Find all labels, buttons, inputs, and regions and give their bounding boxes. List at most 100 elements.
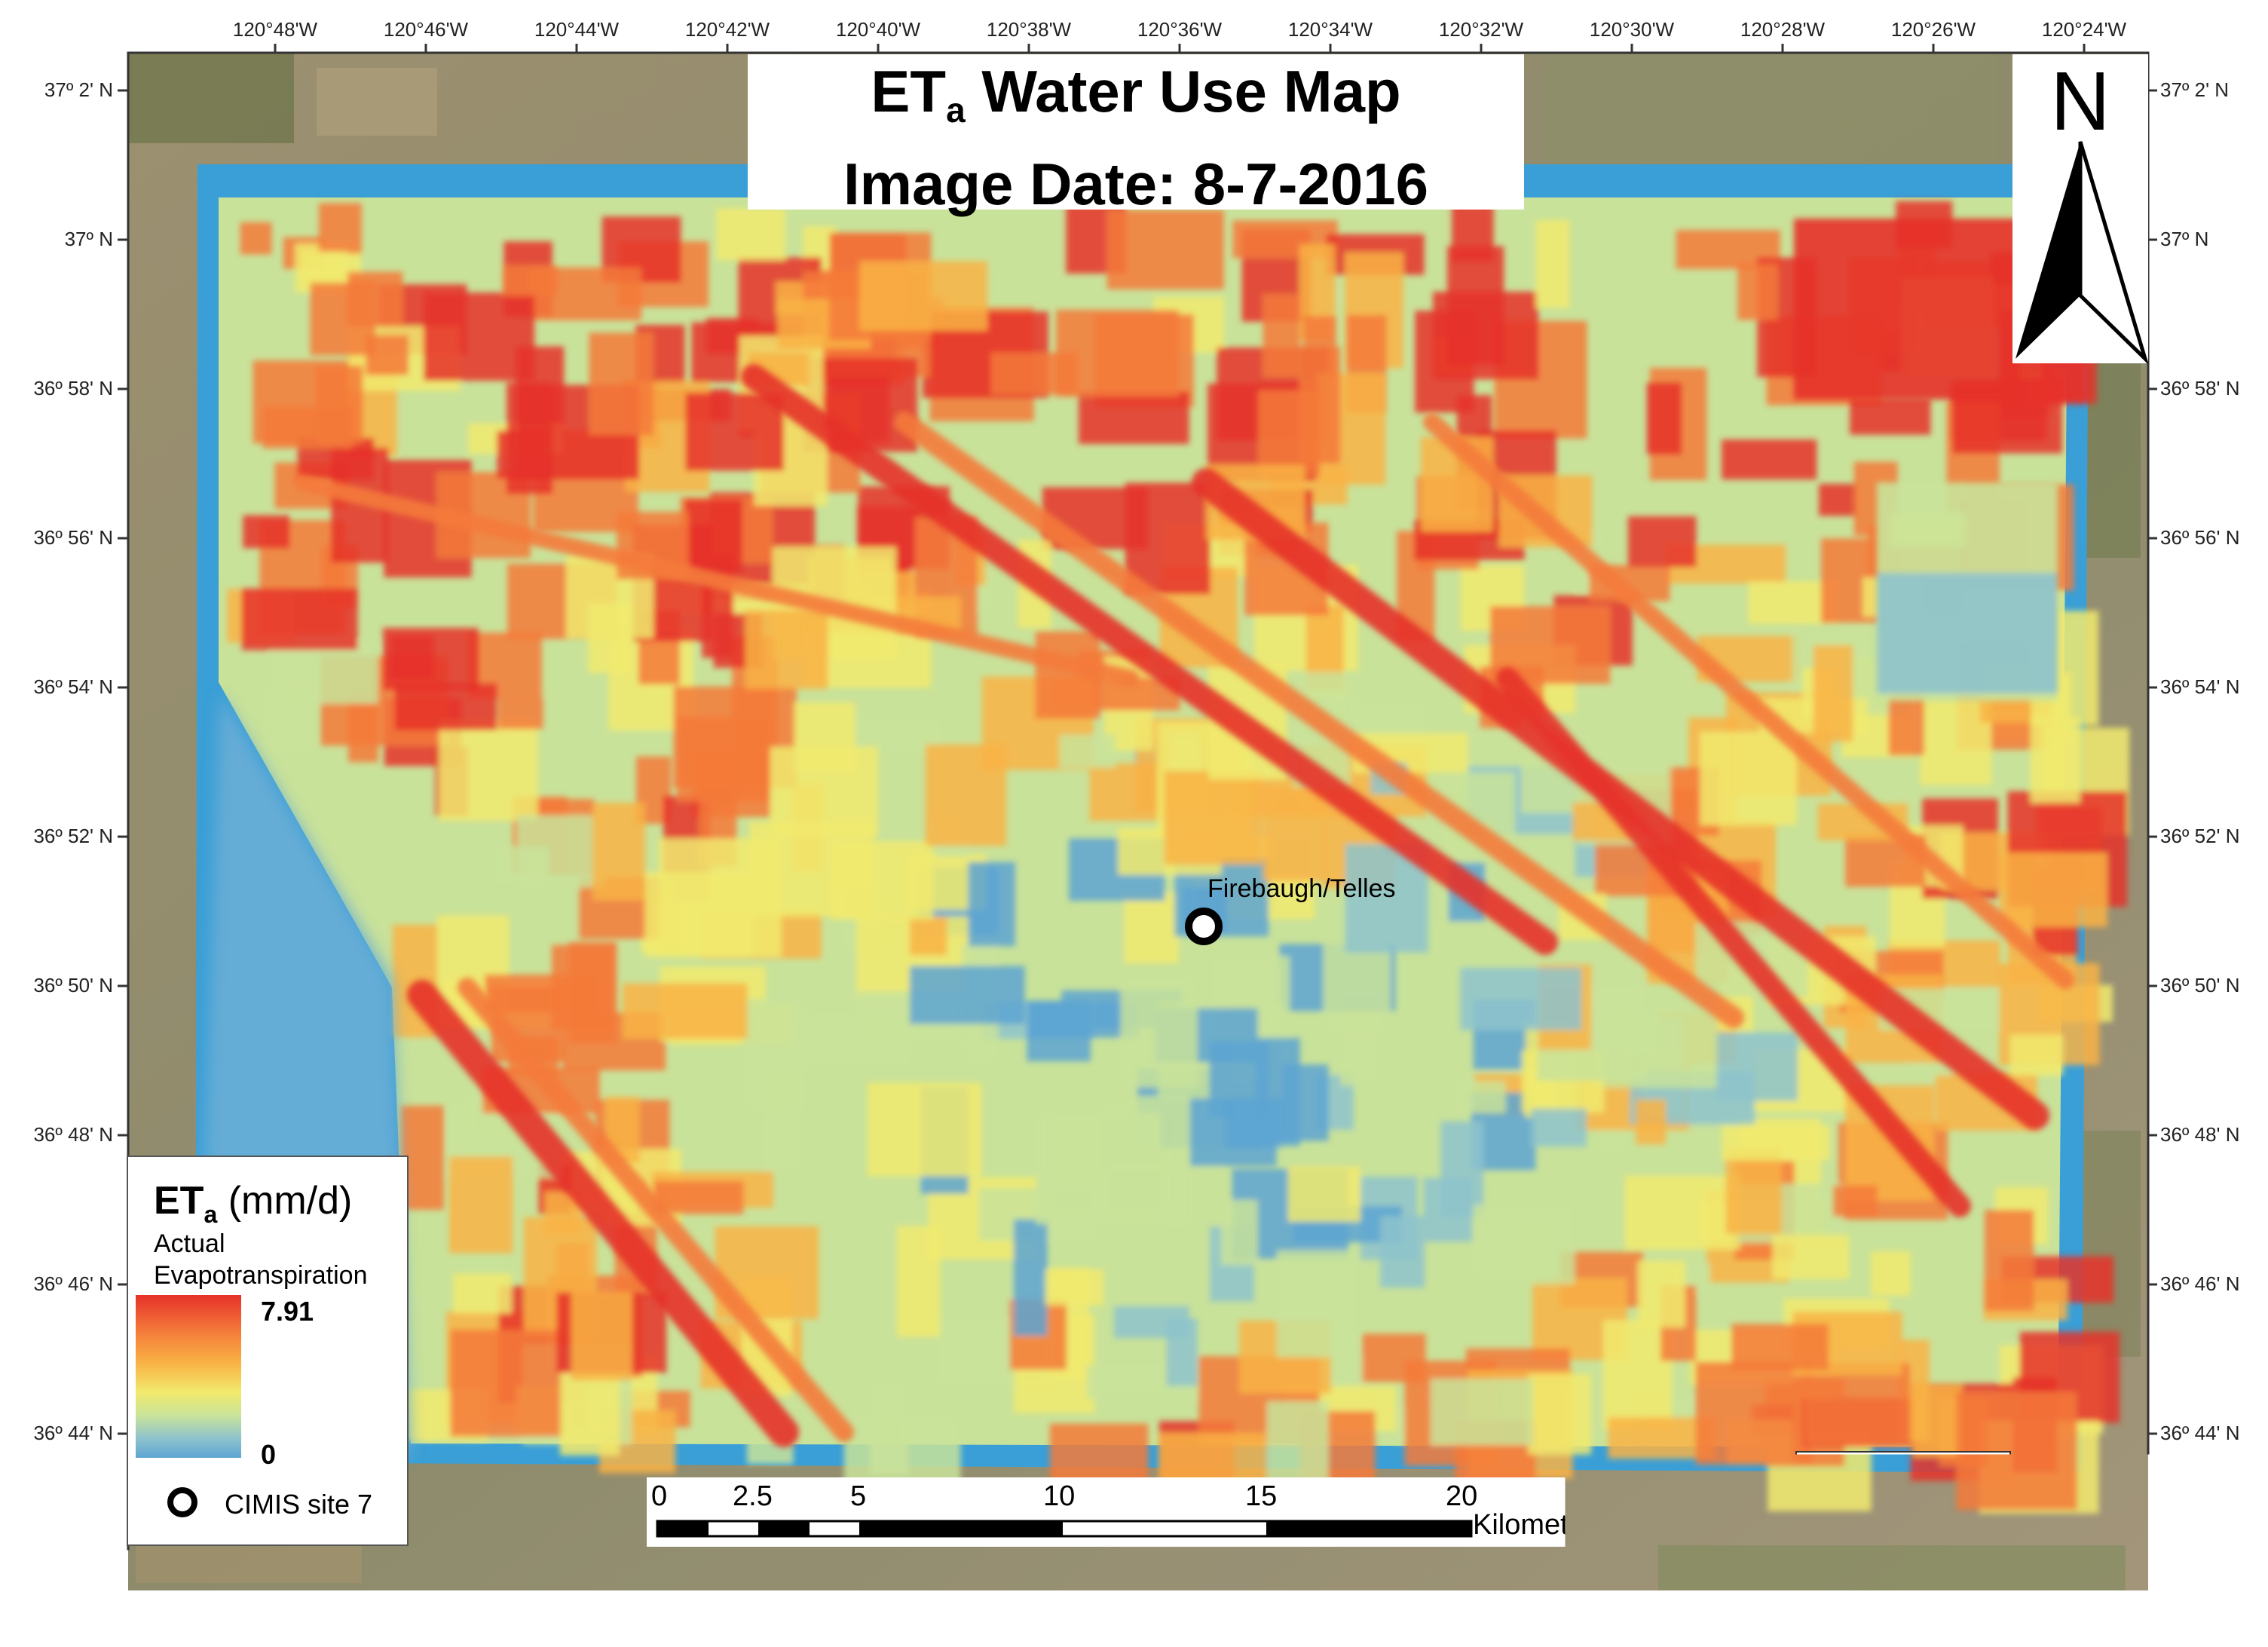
et-field-patch [1423, 1177, 1472, 1241]
et-field-patch [1725, 1148, 1781, 1234]
north-arrow: N [2012, 54, 2148, 363]
tick-label-bottom: 120°34'W [1288, 1610, 1373, 1633]
et-field-patch [1258, 390, 1320, 476]
legend-min-value: 0 [261, 1439, 276, 1471]
et-field-patch [1125, 893, 1179, 963]
tick-label-right: 36º 56' N [2160, 526, 2240, 549]
et-field-patch [451, 1330, 565, 1437]
tick-label-top: 120°46'W [384, 18, 469, 41]
tick-label-bottom: 120°32'W [1439, 1610, 1524, 1633]
et-field-patch [1871, 1251, 1910, 1296]
tick-label-right: 36º 52' N [2160, 825, 2240, 847]
tick-label-bottom: 120°42'W [685, 1610, 770, 1633]
et-field-patch [2031, 718, 2080, 804]
et-field-patch [702, 554, 733, 658]
tick-label-left: 37º 2' N [44, 78, 113, 101]
map-title: ETa Water Use Map Image Date: 8-7-2016 [748, 54, 1524, 210]
et-field-patch [1473, 1205, 1575, 1284]
et-field-patch [1045, 1269, 1104, 1306]
et-field-patch [1014, 1220, 1048, 1336]
tick-label-bottom: 120°28'W [1740, 1610, 1826, 1633]
et-field-patch [571, 1292, 632, 1380]
et-field-patch [1114, 1306, 1189, 1338]
et-field-patch [1696, 1362, 1813, 1465]
et-field-patch [1059, 735, 1115, 768]
tick-label-left: 36º 46' N [33, 1272, 113, 1295]
tick-label-right: 36º 42' N [2160, 1571, 2240, 1593]
et-field-patch [1717, 1033, 1798, 1101]
et-field-patch [686, 393, 784, 470]
et-field-patch [910, 917, 947, 955]
et-field-patch [311, 280, 376, 355]
et-field-patch [1447, 246, 1504, 365]
tick-label-top: 120°38'W [987, 18, 1072, 41]
title-line-1: ETa Water Use Map [748, 54, 1524, 147]
tick-label-top: 120°24'W [2042, 18, 2127, 41]
et-field-patch [1647, 383, 1682, 455]
et-field-patch [1056, 310, 1179, 396]
et-field-patch [910, 966, 1025, 1024]
resolution-line-1: 30m [1800, 1457, 2009, 1508]
legend-color-ramp [136, 1295, 241, 1458]
et-field-patch [1625, 1176, 1741, 1250]
et-field-patch [1804, 1364, 1909, 1446]
et-field-patch [1833, 1186, 1878, 1217]
et-field-patch [1731, 1324, 1829, 1370]
et-field-patch [859, 261, 987, 330]
et-field-patch [319, 203, 362, 253]
tick-label-top: 120°26'W [1891, 18, 1976, 41]
tick-label-bottom: 120°44'W [534, 1610, 620, 1633]
et-field-patch [453, 1274, 512, 1314]
et-field-patch [552, 945, 615, 1030]
et-field-patch [1877, 573, 2058, 693]
cimis-site-marker-icon [1185, 908, 1223, 945]
tick-label-bottom: 120°38'W [987, 1610, 1072, 1633]
tick-label-bottom: 120°24'W [2042, 1610, 2127, 1633]
et-field-patch [439, 720, 537, 821]
et-field-patch [969, 862, 1015, 947]
et-field-patch [926, 745, 1006, 846]
tick-label-top: 120°30'W [1590, 18, 1675, 41]
tick-label-bottom: 120°26'W [1891, 1610, 1976, 1633]
et-field-patch [449, 1156, 513, 1253]
tick-label-right: 36º 54' N [2160, 675, 2240, 698]
resolution-box: 30m Resolution [1795, 1451, 2011, 1575]
legend: ETa (mm/d) Actual Evapotranspiration 7.9… [127, 1156, 409, 1546]
et-field-patch [395, 684, 497, 730]
et-field-patch [1794, 219, 2020, 400]
et-field-patch [831, 841, 933, 920]
et-field-patch [242, 589, 358, 651]
tick-label-left: 36º 42' N [33, 1571, 113, 1593]
scale-unit: Kilometers [1473, 1509, 1608, 1541]
et-field-patch [1288, 1166, 1360, 1222]
et-field-patch [1628, 516, 1697, 567]
et-field-patch [1263, 787, 1324, 881]
legend-desc-2: Evapotranspiration [154, 1261, 368, 1290]
et-field-patch [2010, 1035, 2063, 1076]
tick-label-left: 36º 58' N [33, 377, 113, 400]
et-field-patch [1107, 210, 1224, 289]
et-field-patch [1638, 1261, 1685, 1327]
et-field-patch [383, 628, 479, 690]
et-field-patch [1263, 294, 1300, 377]
et-field-patch [1221, 1200, 1258, 1266]
et-field-patch [1431, 1379, 1533, 1445]
legend-desc-1: Actual [154, 1229, 225, 1259]
et-field-patch [517, 816, 606, 888]
et-field-patch [497, 430, 543, 479]
tick-label-top: 120°48'W [233, 18, 318, 41]
tick-label-right: 37º 2' N [2160, 78, 2229, 101]
tick-label-bottom: 120°30'W [1590, 1610, 1675, 1633]
et-field-patch [1079, 392, 1189, 444]
north-arrow-icon: N [2012, 54, 2148, 363]
et-field-patch [1531, 1109, 1587, 1146]
et-field-patch [623, 983, 747, 1039]
tick-label-right: 36º 48' N [2160, 1123, 2240, 1146]
svg-text:N: N [2050, 55, 2110, 148]
et-field-patch [592, 803, 644, 900]
et-field-patch [1737, 263, 1777, 320]
et-field-patch [1528, 1374, 1591, 1455]
tick-label-left: 36º 54' N [33, 675, 113, 698]
tick-label-bottom: 120°48'W [233, 1610, 318, 1633]
